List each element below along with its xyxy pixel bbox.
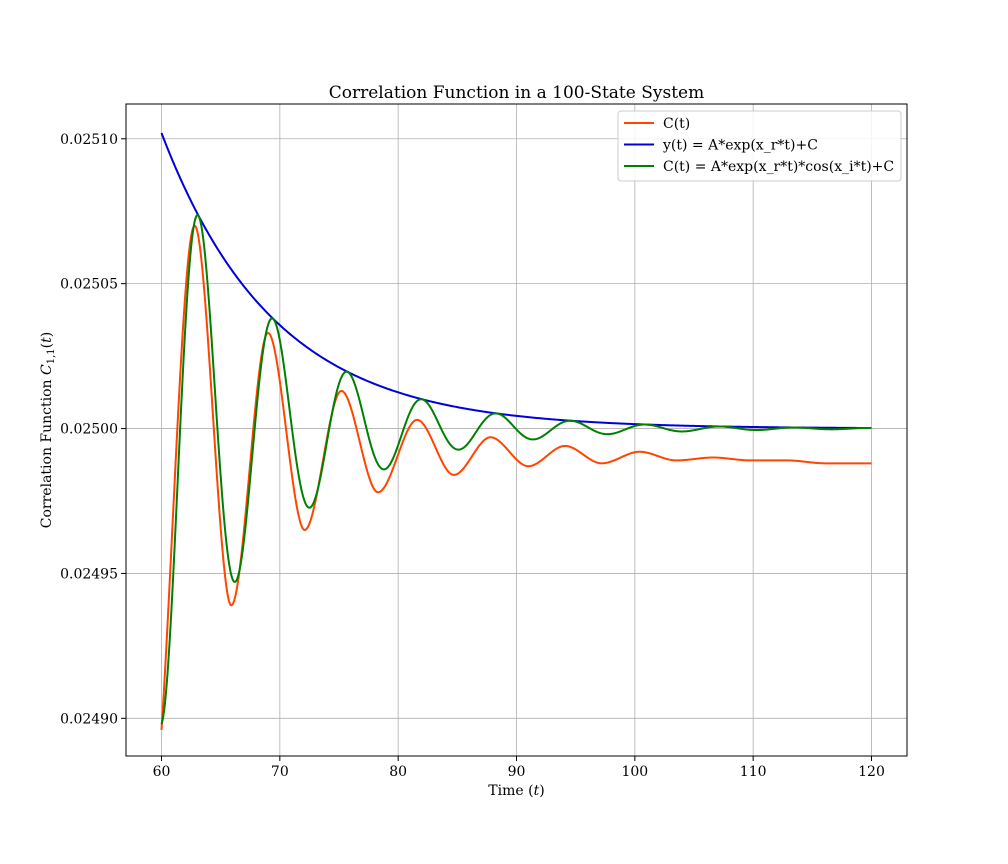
series-group: [160, 132, 872, 730]
y-axis-label-symbol: C: [39, 364, 55, 375]
x-axis-label-open: (: [524, 783, 534, 799]
x-tick-label: 100: [621, 764, 648, 780]
legend-item-damped-cos-fit-label: C(t) = A*exp(x_r*t)*cos(x_i*t)+C: [663, 159, 894, 175]
y-axis-label-subscript: 1,1: [46, 348, 57, 364]
x-axis-label-text: Time: [488, 783, 523, 799]
y-tick-label: 0.02500: [60, 422, 118, 438]
y-axis-label-close: ): [39, 332, 55, 337]
y-axis-label: Correlation Function C1,1(t): [39, 332, 57, 528]
series-line-ct: [160, 224, 872, 730]
x-axis-ticks: 60 70 80 90 100 110 120: [153, 756, 885, 780]
x-tick-label: 60: [153, 764, 171, 780]
y-axis-label-open: (: [39, 343, 55, 348]
legend-item-ct-label: C(t): [663, 116, 690, 132]
legend: C(t) y(t) = A*exp(x_r*t)+C C(t) = A*exp(x_…: [617, 110, 902, 182]
x-axis-label-unit: t: [534, 783, 540, 799]
chart-title: Correlation Function in a 100-State Syst…: [329, 83, 704, 103]
y-tick-label: 0.02510: [60, 132, 118, 148]
y-tick-label: 0.02505: [60, 277, 118, 293]
x-tick-label: 120: [858, 764, 885, 780]
y-axis-label-arg: t: [39, 337, 55, 343]
series-line-exp-fit: [160, 132, 872, 430]
y-axis-ticks: 0.02490 0.02495 0.02500 0.02505 0.02510: [60, 132, 126, 727]
legend-box: [617, 110, 902, 182]
series-line-damped-cos-fit: [160, 214, 872, 725]
x-tick-label: 70: [271, 764, 289, 780]
y-tick-label: 0.02490: [60, 711, 118, 727]
x-tick-label: 90: [508, 764, 526, 780]
y-axis-label-text: Correlation Function: [39, 379, 55, 528]
x-axis-label: Time (t): [488, 783, 544, 799]
y-tick-label: 0.02495: [60, 566, 118, 582]
x-tick-label: 80: [389, 764, 407, 780]
x-tick-label: 110: [740, 764, 767, 780]
x-axis-label-close: ): [539, 783, 544, 799]
legend-item-exp-fit-label: y(t) = A*exp(x_r*t)+C: [662, 138, 818, 154]
